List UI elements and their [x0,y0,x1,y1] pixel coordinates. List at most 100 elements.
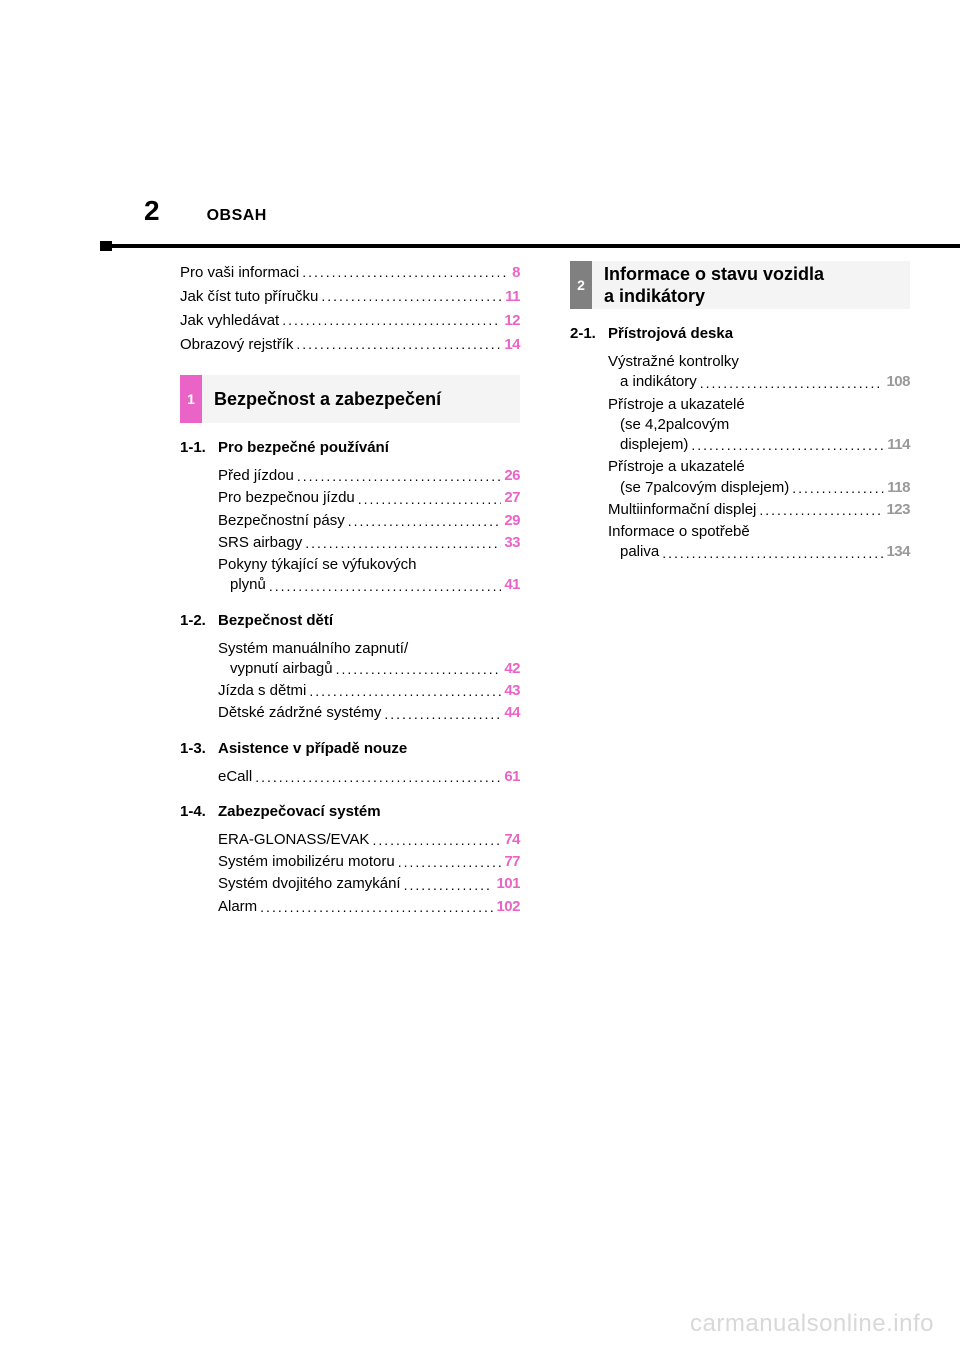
intro-label: Obrazový rejstřík [180,336,293,353]
entry-label: Jízda s dětmi [218,681,306,701]
entry-label: (se 7palcovým displejem) [620,478,789,498]
section-number: 2-1. [570,325,608,342]
page-ref: 29 [504,511,520,531]
section-title: Asistence v případě nouze [218,740,407,757]
page-ref: 108 [886,372,910,392]
page-ref: 27 [504,488,520,508]
leader-dots: ........................................… [302,264,509,280]
entry-line: Systém manuálního zapnutí/ [218,639,520,659]
leader-dots: ........................................… [255,768,501,787]
leader-dots: ........................................… [321,288,502,304]
intro-entry: Jak číst tuto příručku..................… [180,288,520,309]
leader-dots: ........................................… [792,479,884,498]
page-ref: 118 [887,478,910,498]
entry-line: Informace o spotřebě [608,522,910,542]
toc-section: 1-4.Zabezpečovací systémERA-GLONASS/EVAK… [180,803,520,917]
intro-block: Pro vaši informaci......................… [180,264,520,357]
intro-entry: Jak vyhledávat..........................… [180,312,520,333]
leader-dots: ........................................… [404,876,494,895]
section-title: Pro bezpečné používání [218,439,389,456]
column-right: 2 Informace o stavu vozidla a indikátory… [570,261,910,931]
toc-entry: SRS airbagy.............................… [218,533,520,553]
toc-section: 1-2.Bezpečnost dětí Systém manuálního zap… [180,612,520,724]
entry-label: Multiinformační displej [608,500,756,520]
entry-line: Přístroje a ukazatelé [608,395,910,415]
page-ref: 12 [504,312,520,329]
page-header: 2 OBSAH [0,0,960,227]
chapter-1-sections: 1-1.Pro bezpečné používání Před jízdou...… [180,439,520,917]
toc-entry: Pokyny týkající se výfukovýchplynů......… [218,555,520,596]
toc-entry: Jízda s dětmi...........................… [218,681,520,701]
section-number: 1-1. [180,439,218,456]
header-divider [0,241,960,251]
leader-dots: ........................................… [297,467,501,486]
page-ref: 14 [504,336,520,353]
toc-section: 2-1.Přístrojová deska Výstražné kontrolky… [570,325,910,563]
toc-entry: Pro bezpečnou jízdu.....................… [218,488,520,508]
toc-entry: Systém manuálního zapnutí/vypnutí airbag… [218,639,520,680]
section-number: 1-3. [180,740,218,757]
entry-label: ERA-GLONASS/EVAK [218,830,369,850]
entry-label: Systém imobilizéru motoru [218,852,395,872]
leader-dots: ........................................… [309,682,501,701]
leader-dots: ........................................… [700,374,884,393]
leader-dots: ........................................… [358,490,502,509]
toc-entry: Přístroje a ukazatelé(se 4,2palcovýmdisp… [608,395,910,456]
page-ref: 74 [504,830,520,850]
entry-last-line: plynů...................................… [218,575,520,595]
toc-entry: Systém imobilizéru motoru...............… [218,852,520,872]
intro-label: Jak číst tuto příručku [180,288,318,305]
toc-entry: Bezpečnostní pásy.......................… [218,511,520,531]
leader-dots: ........................................… [296,336,501,352]
header-title: OBSAH [207,207,267,225]
toc-section: 1-3.Asistence v případě nouze eCall......… [180,740,520,787]
page-ref: 8 [512,264,520,281]
section-heading: 2-1.Přístrojová deska [570,325,910,342]
section-title: Zabezpečovací systém [218,803,381,820]
chapter-2-title: Informace o stavu vozidla a indikátory [592,263,824,308]
entry-line: (se 4,2palcovým [608,415,910,435]
entry-last-line: (se 7palcovým displejem)................… [608,478,910,498]
toc-section: 1-1.Pro bezpečné používání Před jízdou...… [180,439,520,596]
leader-dots: ........................................… [260,898,493,917]
toc-entry: Systém dvojitého zamykání...............… [218,874,520,894]
page-ref: 102 [496,897,520,917]
entry-label: Pro bezpečnou jízdu [218,488,355,508]
page-ref: 33 [504,533,520,553]
section-heading: 1-2.Bezpečnost dětí [180,612,520,629]
chapter-2-number: 2 [570,261,592,309]
page-ref: 114 [887,435,910,455]
entry-last-line: paliva..................................… [608,542,910,562]
section-title: Přístrojová deska [608,325,733,342]
chapter-1-title: Bezpečnost a zabezpečení [202,388,441,411]
entry-label: displejem) [620,435,688,455]
toc-entry: Před jízdou.............................… [218,466,520,486]
chapter-1-number: 1 [180,375,202,423]
section-title: Bezpečnost dětí [218,612,333,629]
toc-entry: ERA-GLONASS/EVAK........................… [218,830,520,850]
leader-dots: ........................................… [269,577,501,596]
column-left: Pro vaši informaci......................… [180,261,520,931]
page-ref: 77 [504,852,520,872]
toc-entry: Informace o spotřeběpaliva..............… [608,522,910,563]
toc-entry: Dětské zádržné systémy..................… [218,703,520,723]
entry-label: SRS airbagy [218,533,302,553]
leader-dots: ........................................… [398,853,502,872]
entry-line: Přístroje a ukazatelé [608,457,910,477]
toc-entry: Alarm...................................… [218,897,520,917]
entry-label: Před jízdou [218,466,294,486]
page-ref: 61 [504,767,520,787]
entry-label: Dětské zádržné systémy [218,703,381,723]
entry-last-line: a indikátory............................… [608,372,910,392]
content-columns: Pro vaši informaci......................… [0,251,960,931]
toc-entry: Výstražné kontrolkya indikátory.........… [608,352,910,393]
page-ref: 123 [886,500,910,520]
watermark: carmanualsonline.info [690,1310,934,1338]
section-heading: 1-3.Asistence v případě nouze [180,740,520,757]
intro-entry: Obrazový rejstřík.......................… [180,336,520,357]
toc-entry: eCall...................................… [218,767,520,787]
page-ref: 11 [505,288,520,305]
leader-dots: ........................................… [759,501,883,520]
entry-label: eCall [218,767,252,787]
leader-dots: ........................................… [384,705,501,724]
